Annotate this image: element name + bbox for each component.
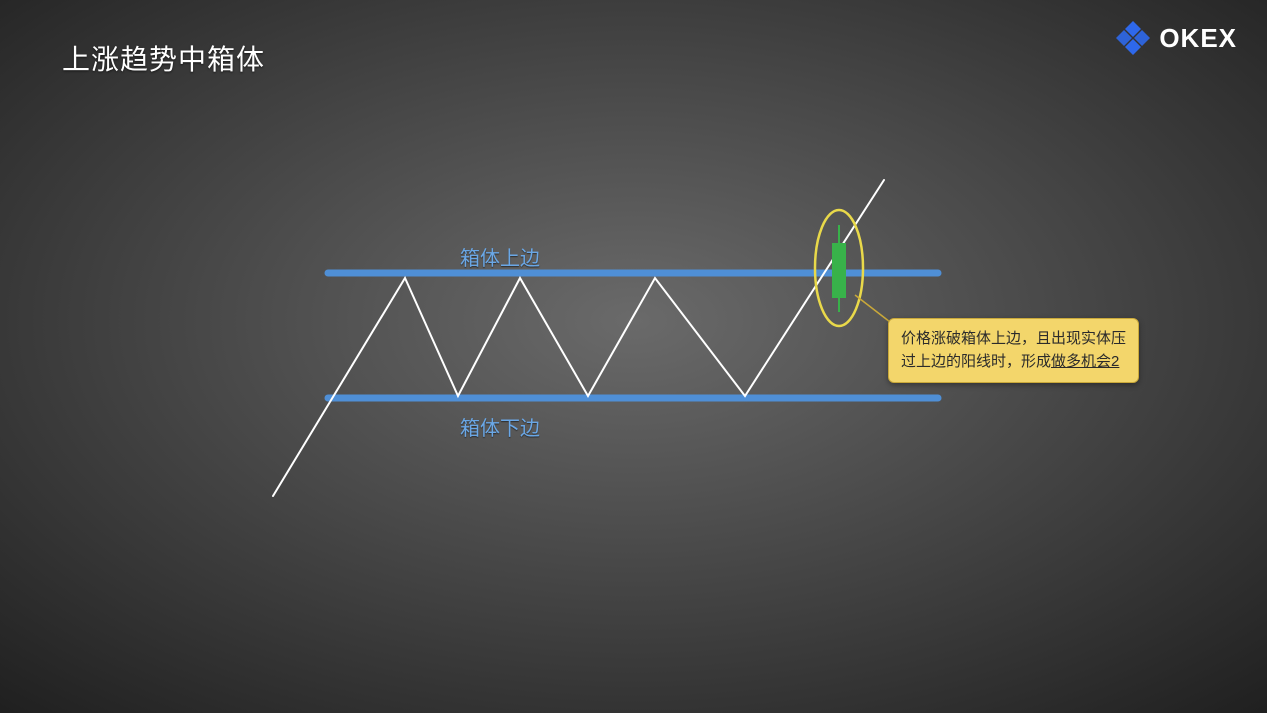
- callout-line-1: 价格涨破箱体上边，且出现实体压: [901, 327, 1126, 350]
- callout-annotation: 价格涨破箱体上边，且出现实体压 过上边的阳线时，形成做多机会2: [888, 318, 1139, 383]
- callout-line-2: 过上边的阳线时，形成做多机会2: [901, 350, 1126, 373]
- box-top-label: 箱体上边: [460, 242, 540, 271]
- box-bottom-label: 箱体下边: [460, 412, 540, 441]
